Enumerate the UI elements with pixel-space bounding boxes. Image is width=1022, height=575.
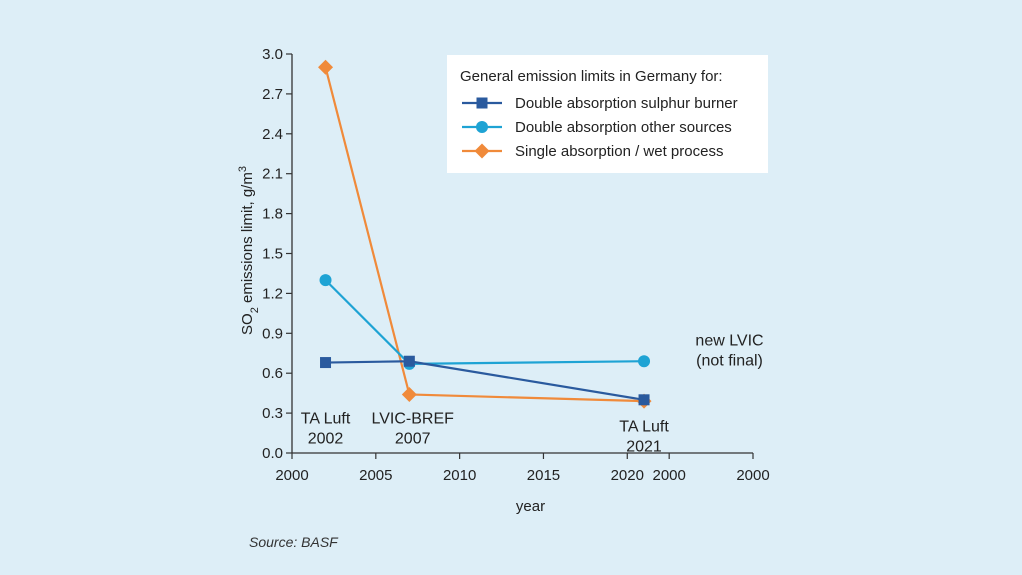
annotations: TA Luft 2002 LVIC-BREF 2007 TA Luft 2021 new L… (301, 332, 764, 455)
y-label-rest: emissions limit, g/m (239, 172, 256, 307)
y-label-main: SO (239, 313, 256, 335)
x-axis-ticks: 2000 2005 2010 2015 2020 2000 2000 (275, 453, 770, 484)
data-point (320, 357, 332, 369)
x-tick-label: 2005 (359, 467, 392, 484)
x-tick-label: 2000 (736, 467, 769, 484)
y-tick-label: 1.8 (262, 206, 283, 223)
legend: General emission limits in Germany for: D… (447, 55, 768, 173)
annotation: TA Luft 2002 (301, 411, 351, 448)
legend-marker (476, 97, 488, 109)
series-group (318, 59, 652, 409)
y-tick-label: 1.2 (262, 285, 283, 302)
annotation-line: TA Luft (619, 419, 669, 436)
y-tick-label: 0.0 (262, 445, 283, 462)
y-tick-label: 3.0 (262, 46, 283, 63)
y-tick-label: 0.3 (262, 405, 283, 422)
x-tick-label: 2020 (611, 467, 644, 484)
series-line (325, 360, 645, 401)
y-tick-label: 1.5 (262, 246, 283, 263)
y-label-superscript: 3 (237, 166, 249, 172)
data-point (318, 59, 334, 75)
annotation: TA Luft 2021 (619, 419, 669, 456)
x-axis-label: year (516, 498, 545, 515)
y-tick-label: 0.9 (262, 325, 283, 342)
annotation-line: (not final) (696, 352, 763, 369)
x-tick-label: 2000 (275, 467, 308, 484)
legend-entry: Double absorption other sources (462, 119, 732, 136)
legend-entry: Double absorption sulphur burner (462, 95, 738, 112)
annotation-line: TA Luft (301, 411, 351, 428)
y-axis-label: SO2 emissions limit, g/m3 (237, 166, 261, 335)
annotation: new LVIC (not final) (695, 332, 763, 369)
data-point (403, 355, 415, 367)
y-tick-label: 2.7 (262, 86, 283, 103)
annotation-line: new LVIC (695, 332, 763, 349)
annotation-line: 2007 (395, 431, 431, 448)
legend-box (447, 55, 768, 173)
legend-entry: Single absorption / wet process (462, 143, 723, 160)
legend-title: General emission limits in Germany for: (460, 68, 723, 85)
y-label-subscript: 2 (249, 307, 261, 313)
y-tick-label: 2.4 (262, 126, 283, 143)
data-point (401, 386, 417, 402)
y-tick-label: 2.1 (262, 166, 283, 183)
source-caption: Source: BASF (249, 534, 338, 550)
annotation-line: LVIC-BREF (372, 411, 455, 428)
data-point (319, 274, 332, 287)
x-tick-label: 2015 (527, 467, 560, 484)
y-tick-label: 0.6 (262, 365, 283, 382)
annotation-line: 2002 (308, 431, 344, 448)
annotation: LVIC-BREF 2007 (372, 411, 455, 448)
data-point (638, 394, 650, 406)
series-circle (319, 274, 651, 370)
x-tick-label: 2000 (652, 467, 685, 484)
legend-label: Double absorption sulphur burner (515, 95, 738, 112)
annotation-line: 2021 (626, 439, 662, 456)
x-tick-label: 2010 (443, 467, 476, 484)
legend-marker (476, 121, 488, 133)
series-line (324, 279, 645, 365)
y-axis-ticks: 0.0 0.3 0.6 0.9 1.2 1.5 1.8 2.1 2.4 2.7 3.0 (262, 46, 292, 462)
legend-label: Single absorption / wet process (515, 143, 723, 160)
data-point (638, 355, 651, 368)
legend-label: Double absorption other sources (515, 119, 732, 136)
series-square (320, 355, 650, 406)
legend-marker (474, 143, 490, 159)
